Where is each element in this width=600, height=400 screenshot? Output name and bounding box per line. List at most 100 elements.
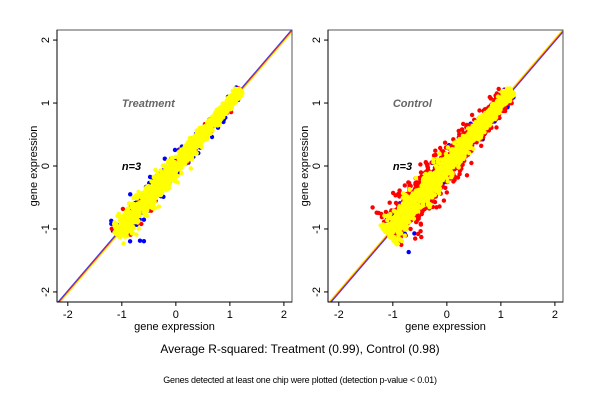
data-point	[419, 211, 424, 217]
data-point	[402, 233, 407, 238]
data-point	[400, 195, 406, 200]
data-point	[120, 206, 126, 212]
data-point	[127, 239, 133, 244]
data-point	[193, 141, 198, 146]
data-point	[398, 237, 403, 242]
data-point	[396, 205, 402, 211]
data-point	[137, 194, 143, 199]
data-point	[494, 125, 499, 130]
data-point	[419, 234, 424, 240]
data-point	[407, 187, 412, 192]
data-point	[433, 148, 438, 153]
data-point	[432, 199, 438, 205]
data-point	[173, 154, 178, 159]
data-point	[215, 115, 220, 121]
data-point	[215, 110, 220, 115]
data-point	[416, 204, 421, 209]
data-point	[449, 147, 455, 153]
data-point	[151, 190, 157, 196]
data-point	[465, 139, 470, 145]
data-point	[499, 99, 504, 105]
data-point	[452, 177, 457, 183]
data-point	[147, 174, 153, 180]
data-point	[455, 175, 461, 180]
data-point	[449, 170, 454, 175]
data-point	[433, 186, 438, 192]
data-point	[437, 175, 442, 181]
data-point	[131, 195, 136, 200]
y-tick-label: 1	[40, 100, 52, 106]
data-point	[397, 224, 402, 229]
data-point	[485, 119, 490, 124]
data-point	[415, 231, 421, 237]
data-point	[432, 192, 438, 198]
data-point	[424, 189, 429, 194]
data-point	[504, 96, 510, 101]
data-point	[401, 205, 406, 210]
data-point	[449, 175, 454, 180]
y-tick-label: -2	[311, 287, 323, 297]
data-point	[487, 113, 492, 118]
data-point	[155, 182, 160, 188]
data-point	[145, 184, 150, 190]
data-point	[444, 190, 449, 195]
data-point	[153, 167, 158, 173]
data-point	[435, 157, 440, 162]
data-point	[397, 211, 402, 216]
data-point	[457, 171, 462, 177]
data-point	[460, 141, 466, 146]
data-point	[414, 209, 419, 215]
plot-area	[328, 30, 563, 302]
data-point	[179, 150, 185, 155]
data-point	[421, 200, 426, 205]
data-point	[172, 178, 178, 184]
data-point	[408, 215, 414, 221]
x-tick-label: -2	[334, 309, 344, 321]
data-point	[227, 100, 232, 106]
data-point	[425, 163, 430, 169]
data-point	[412, 231, 417, 236]
data-point	[160, 163, 166, 168]
y-tick-label: -2	[40, 287, 52, 297]
data-point	[155, 171, 160, 176]
data-point	[487, 94, 492, 100]
data-point	[462, 136, 467, 141]
data-point	[439, 165, 445, 171]
data-point	[121, 241, 126, 246]
data-point	[215, 121, 220, 127]
data-point	[437, 204, 442, 209]
y-tick-label: 0	[311, 163, 323, 169]
data-point	[407, 205, 412, 210]
data-point	[443, 172, 449, 177]
data-point	[161, 180, 166, 185]
y-axis-label: gene expression	[28, 126, 40, 207]
data-point	[145, 202, 150, 208]
data-point	[166, 178, 172, 183]
x-axis-label: gene expression	[134, 321, 215, 333]
data-point	[191, 137, 196, 142]
data-point	[179, 162, 184, 167]
x-tick-label: 1	[227, 309, 233, 321]
data-point	[500, 93, 505, 98]
x-tick-label: 2	[552, 309, 558, 321]
data-point	[457, 150, 463, 156]
data-point	[174, 162, 179, 167]
data-point	[370, 205, 375, 210]
data-point	[418, 170, 424, 175]
data-point	[395, 218, 401, 224]
data-point	[183, 161, 188, 166]
data-point	[404, 214, 409, 219]
panel-annotation: n=3	[122, 161, 141, 173]
data-point	[169, 166, 175, 172]
data-point	[448, 163, 453, 168]
data-point	[496, 86, 501, 92]
data-point	[136, 189, 141, 194]
data-point	[112, 221, 117, 227]
panel-annotation: n=3	[393, 161, 412, 173]
data-point	[135, 204, 140, 209]
data-point	[113, 226, 119, 232]
data-point	[223, 105, 228, 110]
data-point	[481, 121, 486, 127]
data-point	[170, 173, 176, 178]
series-yellow	[112, 86, 245, 246]
